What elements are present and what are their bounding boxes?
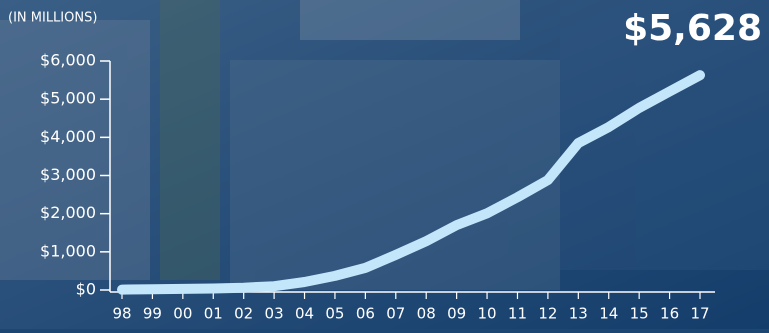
y-tick-label: $4,000 xyxy=(40,127,96,146)
x-tick-label: 07 xyxy=(386,305,405,323)
x-tick-label: 10 xyxy=(478,305,497,323)
x-tick-label: 15 xyxy=(630,305,649,323)
x-tick-label: 17 xyxy=(690,305,709,323)
x-tick-label: 03 xyxy=(265,305,284,323)
y-tick-label: $2,000 xyxy=(40,203,96,222)
x-tick-label: 08 xyxy=(417,305,436,323)
x-tick-label: 09 xyxy=(447,305,466,323)
chart-subtitle: (IN MILLIONS) xyxy=(8,11,97,26)
x-tick-label: 12 xyxy=(538,305,557,323)
y-tick-label: $0 xyxy=(76,280,96,299)
x-tick-label: 99 xyxy=(143,305,162,323)
x-tick-label: 01 xyxy=(204,305,223,323)
y-tick-label: $3,000 xyxy=(40,165,96,184)
data-line xyxy=(117,70,705,295)
x-tick-label: 11 xyxy=(508,305,527,323)
x-tick-label: 98 xyxy=(112,305,131,323)
x-tick-label: 00 xyxy=(173,305,192,323)
value-label: $5,628 xyxy=(623,8,762,49)
x-tick-label: 02 xyxy=(234,305,253,323)
y-tick-label: $5,000 xyxy=(40,89,96,108)
x-tick-label: 05 xyxy=(325,305,344,323)
y-tick-label: $6,000 xyxy=(40,51,96,70)
y-tick-label: $1,000 xyxy=(40,241,96,260)
x-tick-label: 16 xyxy=(660,305,679,323)
x-tick-label: 04 xyxy=(295,305,314,323)
x-tick-label: 13 xyxy=(569,305,588,323)
x-tick-label: 06 xyxy=(356,305,375,323)
x-tick-label: 14 xyxy=(599,305,618,323)
